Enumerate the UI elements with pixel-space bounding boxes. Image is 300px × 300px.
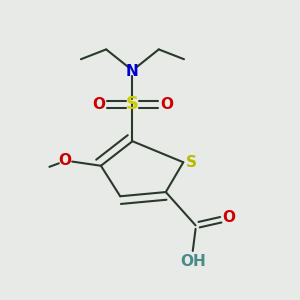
Text: O: O [92,97,105,112]
Text: S: S [185,155,197,170]
Text: S: S [126,95,139,113]
Text: O: O [160,97,173,112]
Text: O: O [223,210,236,225]
Text: OH: OH [181,254,206,269]
Text: N: N [126,64,139,79]
Text: O: O [59,153,72,168]
